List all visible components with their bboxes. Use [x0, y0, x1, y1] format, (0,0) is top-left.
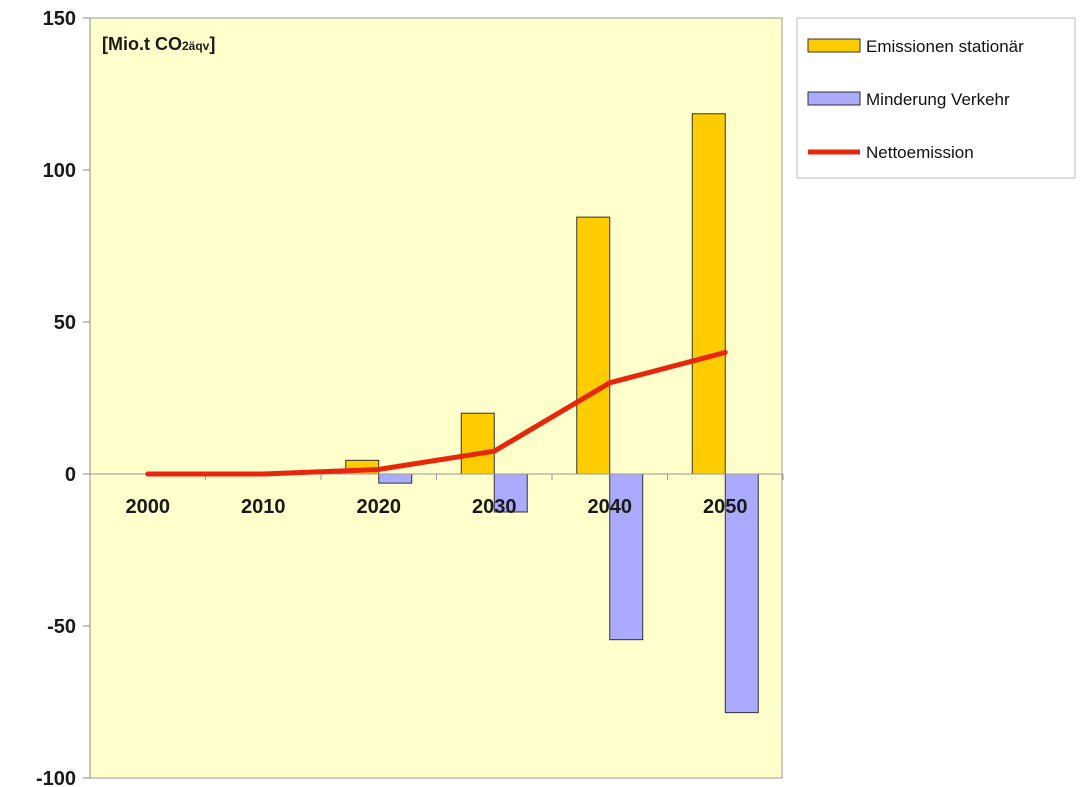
y-unit-label-sub: 2äqv [182, 39, 210, 53]
bar-emissionen-stationaer [460, 412, 495, 475]
legend-label-minderung-verkehr: Minderung Verkehr [866, 90, 1010, 109]
legend: Emissionen stationär Minderung Verkehr Net… [796, 17, 1076, 179]
y-tick-label: 100 [43, 160, 76, 182]
x-tick-label: 2000 [126, 496, 171, 518]
y-tick-label: -50 [47, 616, 76, 638]
bar-emissionen-stationaer [691, 113, 726, 475]
x-tick-label: 2040 [588, 496, 633, 518]
y-tick-label: 150 [43, 8, 76, 30]
x-tick-label: 2020 [357, 496, 402, 518]
y-axis: 150 100 50 0 -50 -100 [36, 8, 91, 787]
bar-minderung-verkehr [378, 473, 413, 484]
x-tick-label: 2010 [241, 496, 286, 518]
y-tick-label: -100 [36, 768, 76, 787]
x-tick-label: 2030 [472, 496, 517, 518]
y-tick-label: 50 [54, 312, 76, 334]
y-tick-label: 0 [65, 464, 76, 486]
x-tick-label: 2050 [703, 496, 748, 518]
bars [345, 113, 759, 714]
legend-label-emissionen-station-r: Emissionen stationär [866, 37, 1024, 56]
series-line-nettoemission [145, 349, 728, 477]
y-unit-label-close: ] [209, 34, 215, 54]
y-unit-label-main: [Mio.t CO [102, 34, 182, 54]
svg-text:[Mio.t CO2äqv]: [Mio.t CO2äqv] [102, 34, 215, 54]
net-line-group [145, 349, 728, 477]
bar-emissionen-stationaer [576, 216, 611, 475]
plot-area [89, 17, 783, 779]
legend-label-nettoemission: Nettoemission [866, 143, 974, 162]
y-unit-label: [Mio.t CO2äqv] [102, 34, 215, 54]
legend-swatch-minderung-verkehr [807, 91, 861, 106]
bar-minderung-verkehr [493, 473, 528, 513]
legend-swatch-emissionen-station-r [807, 38, 861, 53]
x-axis-labels: 2000 2010 2020 2030 2040 2050 [126, 496, 748, 518]
